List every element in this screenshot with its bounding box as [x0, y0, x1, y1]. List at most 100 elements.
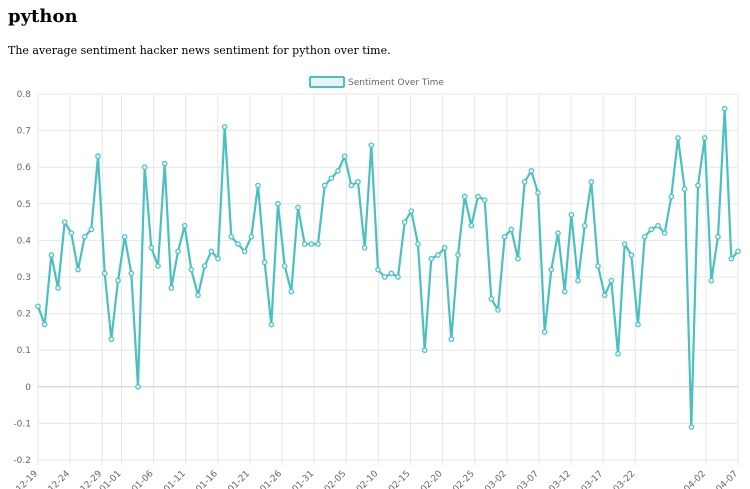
data-point[interactable]	[275, 201, 281, 207]
data-point[interactable]	[268, 321, 275, 328]
data-point[interactable]	[535, 190, 541, 196]
data-point[interactable]	[548, 266, 555, 273]
data-point[interactable]	[401, 219, 408, 225]
data-point[interactable]	[661, 230, 668, 236]
data-point[interactable]	[448, 336, 455, 343]
data-point[interactable]	[301, 241, 308, 247]
data-point[interactable]	[161, 160, 168, 167]
data-point[interactable]	[208, 248, 215, 255]
data-point[interactable]	[501, 233, 508, 240]
data-point[interactable]	[341, 153, 348, 160]
data-point[interactable]	[721, 105, 728, 112]
data-point[interactable]	[375, 266, 381, 273]
data-point[interactable]	[408, 208, 415, 214]
data-point[interactable]	[68, 230, 75, 236]
data-point[interactable]	[108, 336, 115, 343]
data-point[interactable]	[688, 424, 695, 430]
data-point[interactable]	[735, 248, 741, 255]
data-point[interactable]	[335, 168, 341, 174]
data-point[interactable]	[308, 241, 315, 247]
data-point[interactable]	[715, 233, 721, 240]
data-point[interactable]	[48, 252, 55, 258]
data-point[interactable]	[228, 233, 235, 240]
data-point[interactable]	[495, 307, 501, 313]
data-point[interactable]	[701, 135, 708, 141]
data-point[interactable]	[421, 347, 428, 354]
data-point[interactable]	[675, 135, 681, 141]
legend[interactable]: Sentiment Over Time	[309, 76, 444, 88]
data-point[interactable]	[361, 244, 368, 251]
data-point[interactable]	[468, 222, 475, 229]
data-point[interactable]	[601, 292, 608, 299]
data-point[interactable]	[648, 226, 655, 233]
data-point[interactable]	[241, 248, 248, 255]
data-point[interactable]	[288, 288, 295, 295]
data-point[interactable]	[641, 233, 648, 240]
data-point[interactable]	[588, 179, 595, 185]
data-point[interactable]	[521, 179, 528, 185]
data-point[interactable]	[528, 168, 535, 174]
data-point[interactable]	[568, 211, 575, 218]
data-point[interactable]	[141, 164, 148, 171]
data-point[interactable]	[115, 277, 121, 284]
data-point[interactable]	[261, 259, 268, 266]
data-point[interactable]	[435, 252, 441, 258]
data-point[interactable]	[695, 182, 701, 189]
data-point[interactable]	[155, 263, 161, 269]
data-point[interactable]	[475, 193, 481, 200]
data-point[interactable]	[508, 226, 515, 233]
data-point[interactable]	[561, 288, 568, 295]
data-point[interactable]	[348, 182, 355, 189]
data-point[interactable]	[35, 303, 41, 310]
data-point[interactable]	[235, 241, 241, 247]
data-point[interactable]	[168, 285, 175, 291]
data-point[interactable]	[555, 230, 561, 236]
data-point[interactable]	[221, 124, 228, 130]
data-point[interactable]	[628, 252, 635, 258]
data-point[interactable]	[655, 222, 661, 229]
data-point[interactable]	[255, 182, 261, 189]
data-point[interactable]	[415, 241, 421, 247]
data-point[interactable]	[295, 204, 301, 211]
data-point[interactable]	[581, 222, 588, 229]
data-point[interactable]	[128, 270, 135, 277]
data-point[interactable]	[101, 270, 108, 277]
data-point[interactable]	[328, 175, 335, 181]
data-point[interactable]	[481, 197, 488, 203]
data-point[interactable]	[708, 277, 715, 284]
data-point[interactable]	[428, 255, 435, 262]
data-point[interactable]	[728, 255, 735, 262]
data-point[interactable]	[75, 266, 81, 273]
data-point[interactable]	[181, 222, 188, 229]
data-point[interactable]	[455, 252, 461, 258]
data-point[interactable]	[575, 277, 581, 284]
data-point[interactable]	[321, 182, 328, 189]
data-point[interactable]	[201, 263, 208, 269]
data-point[interactable]	[461, 193, 468, 200]
data-point[interactable]	[81, 233, 88, 240]
data-point[interactable]	[635, 321, 641, 328]
data-point[interactable]	[95, 153, 101, 160]
data-point[interactable]	[148, 244, 155, 251]
data-point[interactable]	[441, 244, 448, 251]
data-point[interactable]	[215, 255, 221, 262]
data-point[interactable]	[175, 248, 181, 255]
data-point[interactable]	[621, 241, 628, 247]
data-point[interactable]	[541, 329, 548, 335]
data-point[interactable]	[368, 142, 375, 149]
data-point[interactable]	[135, 383, 141, 390]
data-point[interactable]	[488, 296, 495, 302]
data-point[interactable]	[195, 292, 201, 299]
data-point[interactable]	[515, 255, 521, 262]
data-point[interactable]	[355, 179, 361, 185]
data-point[interactable]	[681, 186, 688, 192]
data-point[interactable]	[595, 263, 601, 269]
data-point[interactable]	[188, 266, 195, 273]
data-point[interactable]	[248, 233, 255, 240]
data-point[interactable]	[281, 263, 288, 269]
data-point[interactable]	[121, 233, 128, 240]
data-point[interactable]	[61, 219, 68, 225]
data-point[interactable]	[608, 277, 615, 284]
data-point[interactable]	[395, 274, 401, 280]
data-point[interactable]	[381, 274, 388, 280]
